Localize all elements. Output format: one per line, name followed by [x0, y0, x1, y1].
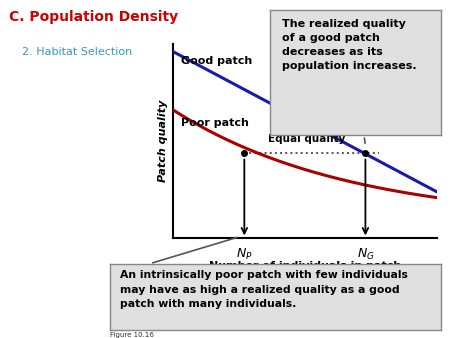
Text: Good patch: Good patch: [181, 56, 252, 66]
Text: $N_P$: $N_P$: [236, 247, 252, 262]
Text: Equal quality: Equal quality: [268, 134, 346, 144]
Text: 2. Habitat Selection: 2. Habitat Selection: [22, 47, 133, 57]
Text: Poor patch: Poor patch: [181, 118, 249, 128]
Text: The realized quality
of a good patch
decreases as its
population increases.: The realized quality of a good patch dec…: [282, 19, 417, 71]
Text: C. Population Density: C. Population Density: [9, 10, 178, 24]
Y-axis label: Patch quality: Patch quality: [158, 100, 168, 182]
Text: $N_G$: $N_G$: [356, 247, 374, 262]
Text: Figure 10.16
The Economy of Nature, Sixth Edition
© 2010 W.H. Freeman and Compan: Figure 10.16 The Economy of Nature, Sixt…: [110, 332, 241, 338]
Text: An intrinsically poor patch with few individuals
may have as high a realized qua: An intrinsically poor patch with few ind…: [120, 270, 408, 309]
X-axis label: Number of individuals in patch: Number of individuals in patch: [209, 261, 401, 270]
